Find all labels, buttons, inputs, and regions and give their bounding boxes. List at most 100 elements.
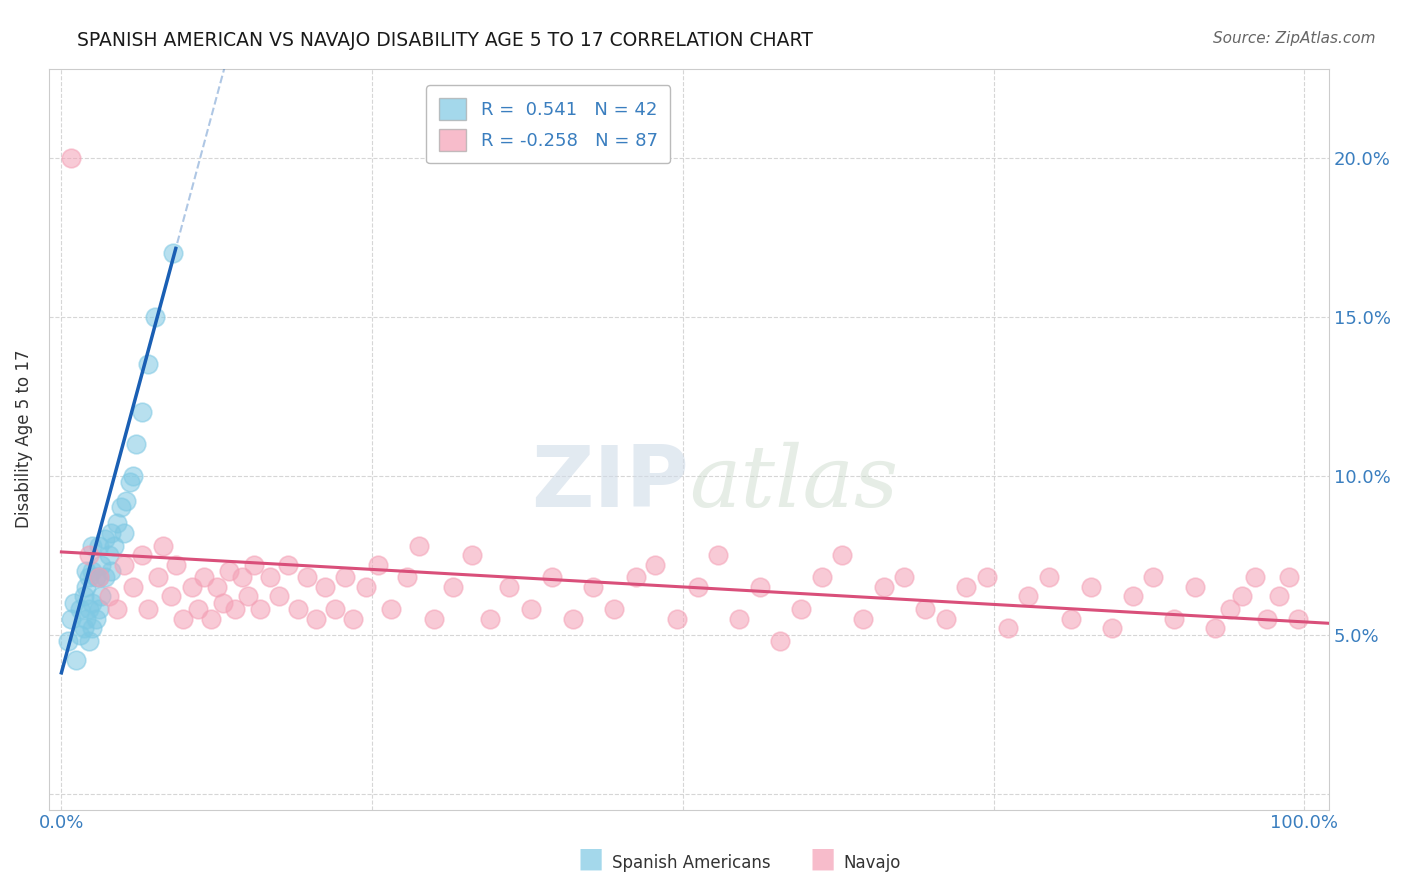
Point — [1080, 580, 1102, 594]
Point — [1230, 590, 1253, 604]
Point — [231, 570, 253, 584]
Point — [811, 570, 834, 584]
Point — [333, 570, 356, 584]
Point — [148, 570, 170, 584]
Point — [893, 570, 915, 584]
Point — [498, 580, 520, 594]
Point — [1243, 570, 1265, 584]
Point — [267, 590, 290, 604]
Point — [644, 558, 666, 572]
Point — [103, 539, 125, 553]
Point — [138, 602, 160, 616]
Point — [955, 580, 977, 594]
Point — [87, 539, 110, 553]
Point — [423, 612, 446, 626]
Text: SPANISH AMERICAN VS NAVAJO DISABILITY AGE 5 TO 17 CORRELATION CHART: SPANISH AMERICAN VS NAVAJO DISABILITY AG… — [77, 31, 813, 50]
Text: ■: ■ — [578, 845, 603, 872]
Point — [122, 580, 145, 594]
Point — [159, 590, 181, 604]
Point — [479, 612, 502, 626]
Point — [1122, 590, 1144, 604]
Point — [100, 525, 122, 540]
Point — [314, 580, 336, 594]
Point — [831, 548, 853, 562]
Point — [1286, 612, 1309, 626]
Point — [873, 580, 896, 594]
Point — [131, 548, 153, 562]
Point — [87, 602, 110, 616]
Point — [77, 548, 100, 562]
Point — [582, 580, 605, 594]
Text: atlas: atlas — [689, 442, 898, 524]
Point — [75, 612, 97, 626]
Point — [75, 564, 97, 578]
Point — [97, 590, 120, 604]
Point — [125, 437, 148, 451]
Point — [259, 570, 281, 584]
Point — [118, 475, 141, 489]
Point — [94, 532, 117, 546]
Point — [69, 627, 91, 641]
Point — [165, 558, 187, 572]
Point — [769, 634, 792, 648]
Point — [624, 570, 647, 584]
Point — [408, 539, 430, 553]
Point — [187, 602, 209, 616]
Point — [297, 570, 319, 584]
Point — [914, 602, 936, 616]
Point — [790, 602, 813, 616]
Text: ZIP: ZIP — [531, 442, 689, 525]
Point — [87, 570, 110, 584]
Point — [748, 580, 770, 594]
Point — [997, 621, 1019, 635]
Point — [243, 558, 266, 572]
Point — [152, 539, 174, 553]
Point — [115, 494, 138, 508]
Point — [73, 621, 96, 635]
Point — [193, 570, 215, 584]
Point — [112, 558, 135, 572]
Point — [1184, 580, 1206, 594]
Point — [395, 570, 418, 584]
Point — [277, 558, 299, 572]
Point — [112, 525, 135, 540]
Point — [562, 612, 585, 626]
Text: Navajo: Navajo — [844, 855, 901, 872]
Point — [1017, 590, 1039, 604]
Point — [87, 570, 110, 584]
Point — [90, 558, 112, 572]
Point — [73, 590, 96, 604]
Point — [69, 602, 91, 616]
Point — [249, 602, 271, 616]
Point — [82, 539, 104, 553]
Point — [852, 612, 875, 626]
Point — [138, 357, 160, 371]
Point — [520, 602, 543, 616]
Point — [1204, 621, 1226, 635]
Point — [686, 580, 709, 594]
Point — [1278, 570, 1301, 584]
Point — [143, 310, 166, 324]
Point — [77, 634, 100, 648]
Point — [97, 548, 120, 562]
Legend: R =  0.541   N = 42, R = -0.258   N = 87: R = 0.541 N = 42, R = -0.258 N = 87 — [426, 85, 671, 163]
Point — [367, 558, 389, 572]
Point — [380, 602, 402, 616]
Point — [460, 548, 482, 562]
Point — [218, 564, 240, 578]
Point — [82, 621, 104, 635]
Point — [172, 612, 194, 626]
Point — [122, 468, 145, 483]
Text: ■: ■ — [810, 845, 835, 872]
Point — [236, 590, 259, 604]
Point — [603, 602, 626, 616]
Point — [706, 548, 728, 562]
Point — [354, 580, 377, 594]
Text: Spanish Americans: Spanish Americans — [612, 855, 770, 872]
Point — [1163, 612, 1185, 626]
Point — [90, 590, 112, 604]
Text: Source: ZipAtlas.com: Source: ZipAtlas.com — [1212, 31, 1375, 46]
Point — [82, 564, 104, 578]
Point — [1101, 621, 1123, 635]
Point — [323, 602, 346, 616]
